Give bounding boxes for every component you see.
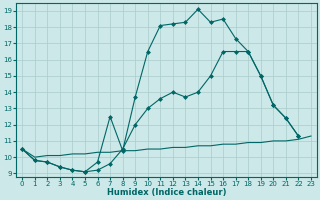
X-axis label: Humidex (Indice chaleur): Humidex (Indice chaleur) [107,188,226,197]
